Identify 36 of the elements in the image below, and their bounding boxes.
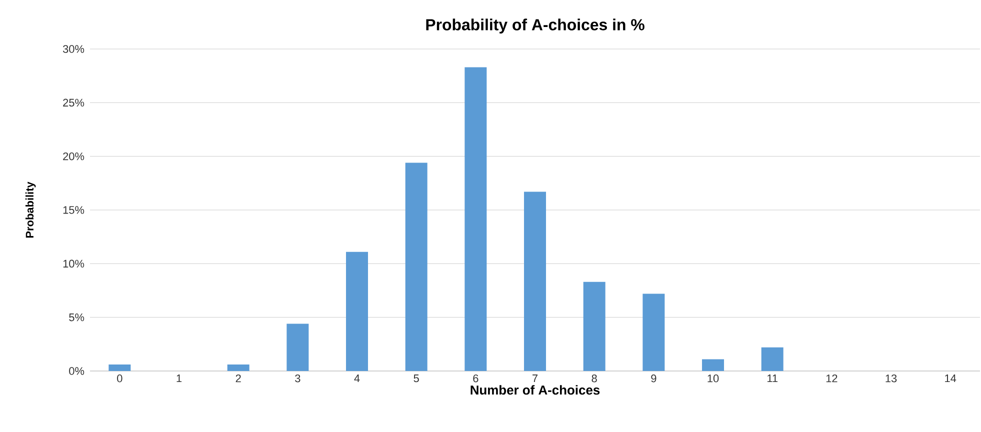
- chart-title: Probability of A-choices in %: [426, 18, 644, 34]
- y-tick-label: 5%: [69, 313, 84, 322]
- y-axis-title: Probability: [25, 182, 36, 238]
- bar: [405, 162, 428, 371]
- x-tick-label: 11: [767, 374, 778, 382]
- x-tick-label: 6: [473, 374, 478, 382]
- x-tick-label: 4: [354, 374, 360, 382]
- y-tick-label: 30%: [62, 45, 84, 53]
- x-tick-label: 1: [176, 374, 182, 382]
- x-tick-label: 7: [532, 374, 538, 382]
- x-tick-label: 13: [886, 374, 897, 382]
- y-tick-label: 25%: [63, 98, 84, 107]
- bar: [642, 294, 665, 371]
- bar: [583, 282, 606, 371]
- x-tick-label: 0: [117, 374, 122, 382]
- x-axis-title: Number of A-choices: [470, 385, 600, 395]
- x-tick-label: 3: [295, 374, 300, 382]
- y-tick-label: 10%: [63, 260, 84, 268]
- bar: [108, 364, 131, 371]
- bar: [346, 252, 368, 371]
- bar: [286, 324, 309, 371]
- y-tick-label: 15%: [63, 206, 84, 214]
- bar: [761, 347, 784, 371]
- x-tick-label: 14: [945, 374, 956, 382]
- y-tick-label: 0%: [69, 367, 84, 375]
- x-tick-label: 10: [708, 374, 719, 382]
- y-tick-label: 20%: [63, 152, 84, 160]
- x-tick-label: 5: [414, 374, 419, 382]
- x-tick-label: 8: [592, 374, 597, 382]
- bar: [702, 359, 724, 371]
- bar: [524, 192, 546, 371]
- x-tick-label: 12: [826, 374, 838, 382]
- bar: [464, 67, 487, 371]
- x-tick-label: 9: [651, 374, 656, 382]
- x-tick-label: 2: [236, 374, 241, 382]
- bar: [227, 364, 250, 371]
